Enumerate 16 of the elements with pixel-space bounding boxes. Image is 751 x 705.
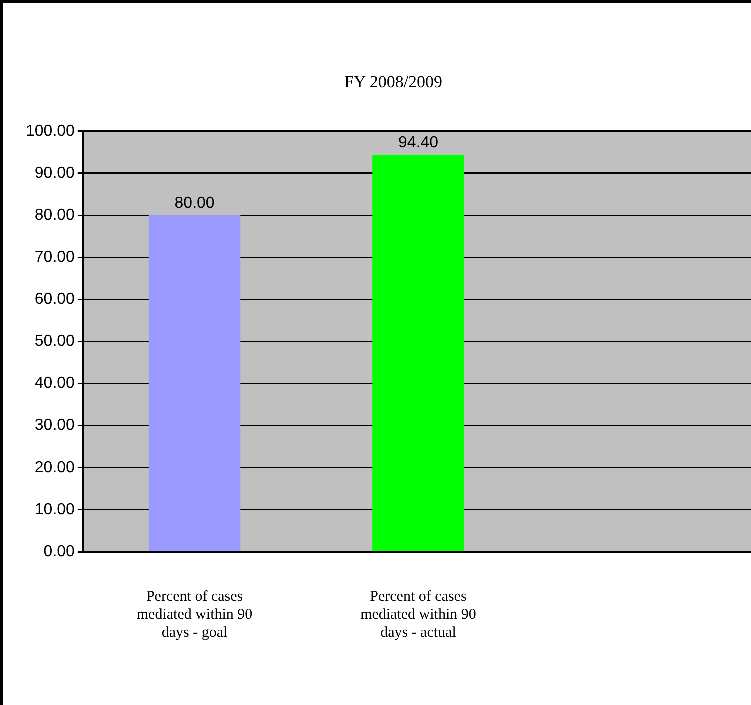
y-tick-label: 70.00 [34,248,76,266]
y-tick-label: 40.00 [34,375,76,392]
chart-title: FY 2008/2009 [344,72,443,92]
y-tick-label: 20.00 [34,459,76,476]
y-tick-label: 60.00 [34,291,76,308]
y-tick-label: 80.00 [34,206,76,224]
data-label: 94.40 [398,134,439,152]
y-tick-label: 30.00 [34,417,76,434]
y-tick-label: 10.00 [34,501,76,518]
data-label: 80.00 [174,194,215,212]
x-tick-label: Percent of cases mediated within 90 days - goal [136,588,253,641]
y-tick-label: 0.00 [44,543,76,560]
y-tick-label: 50.00 [34,333,76,350]
y-tick-label: 90.00 [34,164,76,182]
y-tick-label: 100.00 [26,122,76,140]
x-tick-label: Percent of cases mediated within 90 days - actual [360,588,476,641]
